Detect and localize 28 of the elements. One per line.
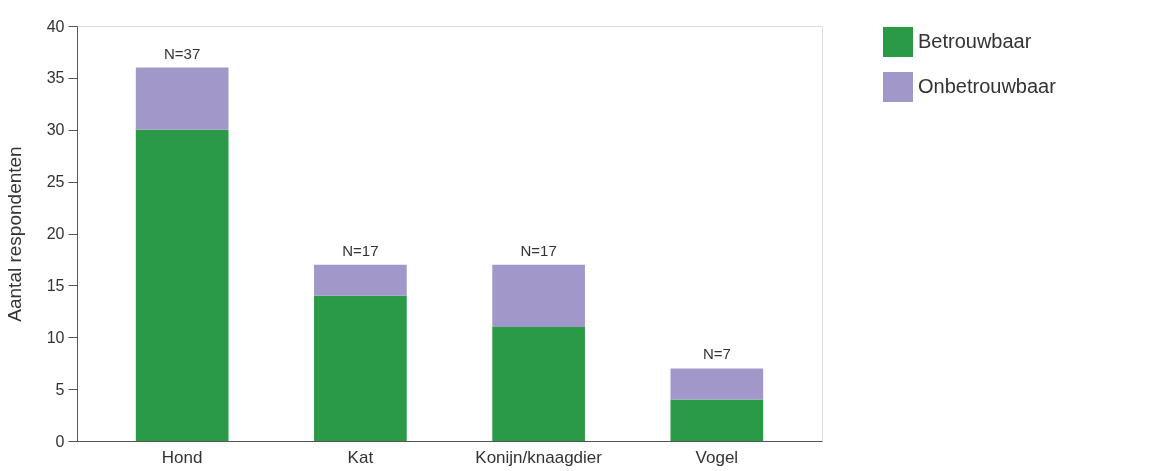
bar xyxy=(492,326,585,441)
y-tick-label: 15 xyxy=(46,276,65,294)
y-tick-label: 35 xyxy=(46,69,65,87)
y-axis-title: Aantal respondenten xyxy=(3,146,25,322)
total-label: N=17 xyxy=(520,241,557,259)
total-label: N=17 xyxy=(342,241,379,259)
y-tick-label: 25 xyxy=(46,173,65,191)
bar xyxy=(670,368,764,400)
bar xyxy=(492,264,585,327)
y-tick-label: 30 xyxy=(46,121,65,139)
bar xyxy=(314,295,407,441)
x-tick-label: Konijn/knaagdier xyxy=(475,447,603,467)
x-tick-label: Vogel xyxy=(695,447,739,467)
x-tick-label: Hond xyxy=(161,447,203,467)
bar xyxy=(314,264,407,296)
legend-label: Betrouwbaar xyxy=(918,30,1032,52)
bar xyxy=(670,399,764,441)
y-tick-label: 0 xyxy=(55,432,65,450)
y-tick-label: 20 xyxy=(46,225,65,242)
legend-label: Onbetrouwbaar xyxy=(918,75,1057,97)
y-tick-label: 40 xyxy=(46,17,65,35)
bar xyxy=(135,67,229,130)
total-label: N=37 xyxy=(164,44,201,62)
bar xyxy=(135,129,229,441)
y-tick-label: 5 xyxy=(55,380,65,398)
y-tick-label: 10 xyxy=(46,328,65,346)
total-label: N=7 xyxy=(702,345,731,363)
x-tick-label: Kat xyxy=(347,447,374,467)
